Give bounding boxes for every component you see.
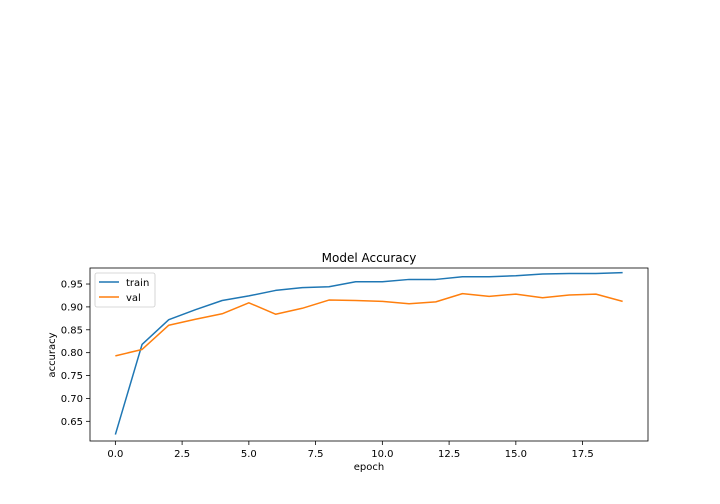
plot-area — [89, 267, 649, 442]
y-tick-label: 0.80 — [61, 348, 83, 359]
y-tick-label: 0.95 — [61, 280, 83, 291]
y-axis-label: accuracy — [47, 332, 58, 377]
x-axis: 0.0 2.5 5.0 7.5 10.0 12.5 15.0 17.5 — [107, 441, 594, 460]
y-tick-label: 0.70 — [61, 394, 83, 405]
y-tick-label: 0.75 — [61, 371, 83, 382]
x-tick-label: 0.0 — [107, 449, 123, 460]
x-tick-label: 15.0 — [505, 449, 527, 460]
y-tick-label: 0.85 — [61, 325, 83, 336]
x-tick-label: 17.5 — [571, 449, 593, 460]
legend-label-val: val — [126, 293, 141, 304]
series-layer — [114, 271, 623, 435]
series-line-val — [115, 292, 623, 357]
series-line-train — [114, 271, 623, 435]
x-tick-label: 5.0 — [241, 449, 257, 460]
x-tick-label: 12.5 — [438, 449, 460, 460]
chart-title: Model Accuracy — [322, 251, 417, 265]
x-tick-label: 10.0 — [371, 449, 393, 460]
axes-frame — [89, 267, 649, 442]
legend-label-train: train — [126, 278, 149, 289]
y-tick-label: 0.65 — [61, 417, 83, 428]
y-axis: 0.65 0.70 0.75 0.80 0.85 0.90 0.95 — [61, 280, 90, 428]
x-tick-label: 2.5 — [174, 449, 190, 460]
x-axis-label: epoch — [354, 462, 384, 473]
y-tick-label: 0.90 — [61, 302, 83, 313]
x-tick-label: 7.5 — [308, 449, 324, 460]
legend: train val — [94, 272, 156, 308]
